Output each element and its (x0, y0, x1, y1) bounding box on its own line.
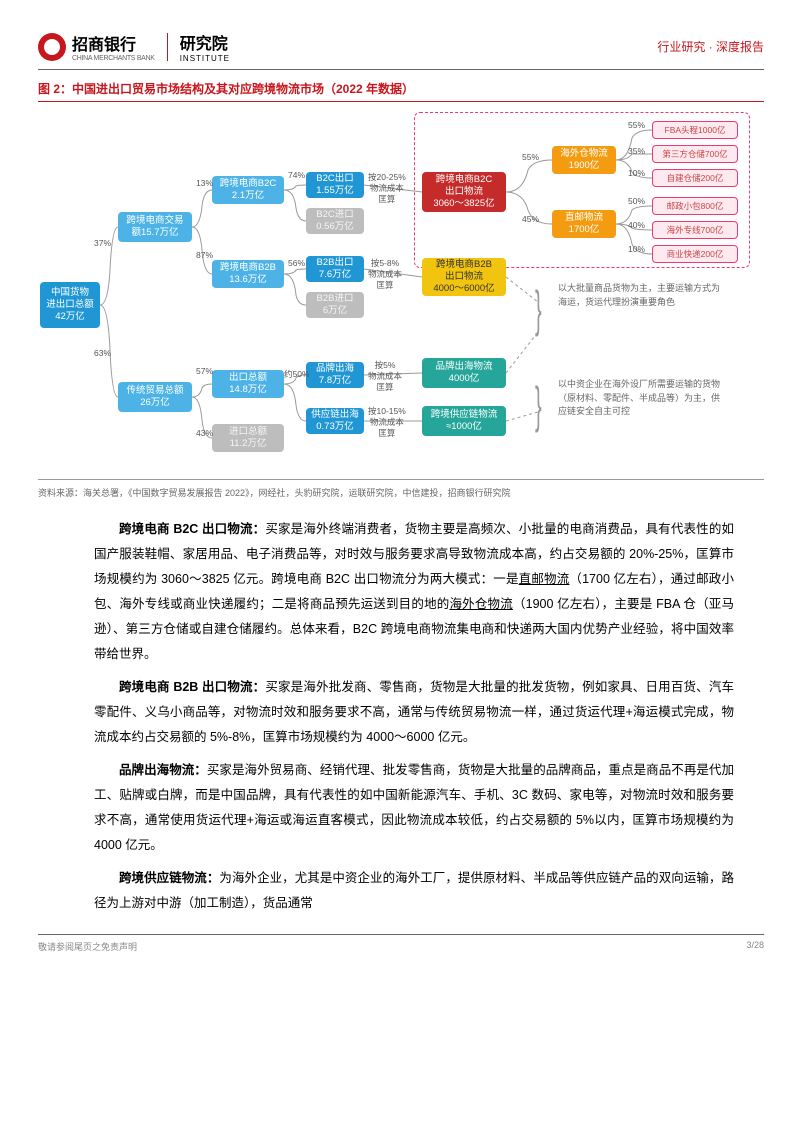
institute-en: INSTITUTE (180, 54, 230, 63)
description-supply: 以中资企业在海外设厂所需要运输的货物（原材料、零配件、半成品等）为主，供应链安全… (558, 378, 728, 419)
pct-p13: 13% (196, 178, 213, 188)
node-post: 邮政小包800亿 (652, 197, 738, 215)
node-b2b_imp: B2B进口6万亿 (306, 292, 364, 318)
node-b2b: 跨境电商B2B13.6万亿 (212, 260, 284, 288)
disclaimer: 敬请参阅尾页之免责声明 (38, 940, 137, 953)
pct-p56: 56% (288, 258, 305, 268)
pct-p50: 约50% (284, 368, 310, 380)
pct-p63: 63% (94, 348, 111, 358)
bank-name-en: CHINA MERCHANTS BANK (72, 55, 155, 62)
report-type: 行业研究 · 深度报告 (657, 38, 764, 55)
pct-p55a: 55% (522, 152, 539, 162)
node-b2c_imp: B2C进口0.56万亿 (306, 208, 364, 234)
para-supply: 跨境供应链物流：为海外企业，尤其是中资企业的海外工厂，提供原材料、半成品等供应链… (94, 866, 734, 916)
node-b2c_log: 跨境电商B2C出口物流3060～3825亿 (422, 172, 506, 212)
node-ecom_total: 跨境电商交易额15.7万亿 (118, 212, 192, 242)
node-supply_log: 跨境供应链物流≈1000亿 (422, 406, 506, 436)
cost-m4: 按10-15%物流成本匡算 (368, 406, 406, 439)
pct-p55b: 55% (628, 120, 645, 130)
node-b2c_exp: B2C出口1.55万亿 (306, 172, 364, 198)
pct-p43: 43% (196, 428, 213, 438)
node-b2b_log: 跨境电商B2B出口物流4000～6000亿 (422, 258, 506, 296)
description-bulk: 以大批量商品货物为主，主要运输方式为海运，货运代理扮演重要角色 (558, 282, 728, 309)
pct-p74: 74% (288, 170, 305, 180)
figure-source: 资料来源：海关总署，《中国数字贸易发展报告 2022》，网经社，头豹研究院，运联… (38, 486, 764, 499)
node-b2b_exp: B2B出口7.6万亿 (306, 256, 364, 282)
institute-name: 研究院 (180, 36, 228, 53)
pct-p10a: 10% (628, 168, 645, 178)
page-number: 3/28 (746, 940, 764, 953)
brace-icon: } (535, 280, 542, 338)
cost-m3: 按5%物流成本匡算 (368, 360, 402, 393)
node-b2c: 跨境电商B2C2.1万亿 (212, 176, 284, 204)
para-b2c: 跨境电商 B2C 出口物流：买家是海外终端消费者，货物主要是高频次、小批量的电商… (94, 517, 734, 667)
node-third: 第三方仓储700亿 (652, 145, 738, 163)
brace-icon: } (535, 376, 542, 434)
page-footer: 敬请参阅尾页之免责声明 3/28 (38, 934, 764, 953)
pct-p40: 40% (628, 220, 645, 230)
node-supply: 供应链出海0.73万亿 (306, 408, 364, 434)
pct-p50b: 50% (628, 196, 645, 206)
node-fba: FBA头程1000亿 (652, 121, 738, 139)
pct-p35: 35% (628, 146, 645, 156)
bank-name: 招商银行 (72, 37, 136, 54)
node-brand: 品牌出海7.8万亿 (306, 362, 364, 388)
flowchart: 中国货物进出口总额42万亿 跨境电商交易额15.7万亿传统贸易总额26万亿 跨境电商… (38, 110, 764, 480)
node-exp_total: 出口总额14.8万亿 (212, 370, 284, 398)
logo-area: 招商银行 CHINA MERCHANTS BANK 研究院 INSTITUTE (38, 30, 230, 63)
node-trad_total: 传统贸易总额26万亿 (118, 382, 192, 412)
node-root: 中国货物进出口总额42万亿 (40, 282, 100, 328)
pct-p87: 87% (196, 250, 213, 260)
body-text: 跨境电商 B2C 出口物流：买家是海外终端消费者，货物主要是高频次、小批量的电商… (94, 517, 734, 916)
bank-logo-icon (38, 33, 66, 61)
node-overseas: 海外仓物流1900亿 (552, 146, 616, 174)
pct-p57: 57% (196, 366, 213, 376)
para-brand: 品牌出海物流：买家是海外贸易商、经销代理、批发零售商，货物是大批量的品牌商品，重… (94, 758, 734, 858)
page-header: 招商银行 CHINA MERCHANTS BANK 研究院 INSTITUTE … (38, 30, 764, 70)
figure-title: 图 2：中国进出口贸易市场结构及其对应跨境物流市场（2022 年数据） (38, 80, 764, 102)
node-direct: 直邮物流1700亿 (552, 210, 616, 238)
para-b2b: 跨境电商 B2B 出口物流：买家是海外批发商、零售商，货物是大批量的批发货物，例… (94, 675, 734, 750)
pct-p10b: 10% (628, 244, 645, 254)
divider (167, 33, 168, 61)
cost-m1: 按20-25%物流成本匡算 (368, 172, 406, 205)
cost-m2: 按5-8%物流成本匡算 (368, 258, 402, 291)
node-self: 自建仓储200亿 (652, 169, 738, 187)
node-imp_total: 进口总额11.2万亿 (212, 424, 284, 452)
node-dedic: 海外专线700亿 (652, 221, 738, 239)
node-brand_log: 品牌出海物流4000亿 (422, 358, 506, 388)
node-commer: 商业快递200亿 (652, 245, 738, 263)
pct-p45: 45% (522, 214, 539, 224)
pct-p37: 37% (94, 238, 111, 248)
